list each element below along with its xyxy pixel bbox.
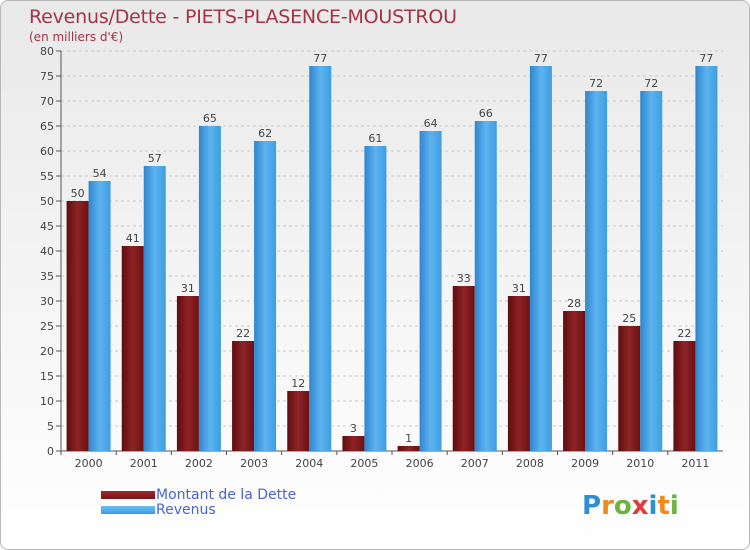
x-tick-label: 2006 — [406, 457, 434, 470]
revenue-value-label: 77 — [534, 52, 548, 65]
revenue-value-label: 65 — [203, 112, 217, 125]
debt-value-label: 12 — [291, 377, 305, 390]
revenue-value-label: 77 — [313, 52, 327, 65]
debt-bar — [176, 296, 199, 451]
y-tick-label: 40 — [40, 245, 54, 258]
y-tick-label: 45 — [40, 220, 54, 233]
revenue-bar — [254, 141, 277, 451]
debt-value-label: 22 — [677, 327, 691, 340]
y-tick-label: 50 — [40, 195, 54, 208]
revenue-bar — [364, 146, 387, 451]
y-tick-label: 65 — [40, 120, 54, 133]
legend-item-revenue: Revenus — [101, 501, 296, 518]
chart-title: Revenus/Dette - PIETS-PLASENCE-MOUSTROU — [29, 6, 457, 28]
x-tick-label: 2010 — [626, 457, 654, 470]
debt-value-label: 31 — [512, 282, 526, 295]
revenue-value-label: 54 — [93, 167, 107, 180]
debt-bar — [452, 286, 475, 451]
revenue-bar — [474, 121, 497, 451]
debt-bar — [232, 341, 255, 451]
x-tick-label: 2008 — [516, 457, 544, 470]
y-tick-label: 5 — [47, 420, 54, 433]
revenue-bar — [309, 66, 332, 451]
debt-value-label: 41 — [126, 232, 140, 245]
debt-bar — [287, 391, 310, 451]
revenue-bar — [143, 166, 166, 451]
debt-value-label: 50 — [71, 187, 85, 200]
y-tick-label: 15 — [40, 370, 54, 383]
legend-item-debt: Montant de la Dette — [101, 486, 297, 503]
revenue-value-label: 77 — [699, 52, 713, 65]
revenue-bar — [640, 91, 663, 451]
x-tick-label: 2009 — [571, 457, 599, 470]
debt-value-label: 3 — [350, 422, 357, 435]
revenue-bar — [419, 131, 442, 451]
debt-value-label: 31 — [181, 282, 195, 295]
debt-value-label: 28 — [567, 297, 581, 310]
debt-bar — [121, 246, 144, 451]
legend-swatch-revenue — [101, 505, 155, 514]
debt-bar — [507, 296, 530, 451]
debt-bar — [66, 201, 89, 451]
legend-label-debt: Montant de la Dette — [156, 486, 297, 503]
y-tick-label: 30 — [40, 295, 54, 308]
x-tick-label: 2002 — [185, 457, 213, 470]
revenue-bar — [88, 181, 111, 451]
revenue-value-label: 62 — [258, 127, 272, 140]
revenue-bar — [585, 91, 608, 451]
x-tick-label: 2001 — [130, 457, 158, 470]
x-tick-label: 2011 — [681, 457, 709, 470]
revenue-bar — [529, 66, 552, 451]
x-tick-label: 2003 — [240, 457, 268, 470]
legend-label-revenue: Revenus — [156, 501, 216, 518]
debt-value-label: 1 — [405, 432, 412, 445]
y-tick-label: 60 — [40, 145, 54, 158]
revenue-value-label: 66 — [479, 107, 493, 120]
x-tick-label: 2004 — [295, 457, 323, 470]
y-tick-label: 10 — [40, 395, 54, 408]
debt-bar — [342, 436, 365, 451]
y-tick-label: 75 — [40, 70, 54, 83]
revenue-bar — [695, 66, 718, 451]
legend: Montant de la Dette Revenus — [101, 486, 297, 518]
y-tick-label: 55 — [40, 170, 54, 183]
debt-bar — [397, 446, 420, 451]
revenue-value-label: 57 — [148, 152, 162, 165]
y-tick-label: 25 — [40, 320, 54, 333]
x-tick-label: 2007 — [461, 457, 489, 470]
debt-bar — [618, 326, 641, 451]
y-tick-label: 70 — [40, 95, 54, 108]
x-tick-label: 2005 — [350, 457, 378, 470]
revenue-value-label: 72 — [589, 77, 603, 90]
revenue-bar — [198, 126, 221, 451]
debt-bar — [563, 311, 586, 451]
y-tick-label: 80 — [40, 45, 54, 58]
debt-bar — [673, 341, 696, 451]
y-tick-label: 35 — [40, 270, 54, 283]
debt-value-label: 22 — [236, 327, 250, 340]
debt-value-label: 25 — [622, 312, 636, 325]
proxiti-logo: Proxiti — [582, 491, 679, 521]
debt-value-label: 33 — [457, 272, 471, 285]
revenue-value-label: 72 — [644, 77, 658, 90]
revenue-value-label: 61 — [368, 132, 382, 145]
y-tick-label: 20 — [40, 345, 54, 358]
chart-subtitle: (en milliers d'€) — [29, 30, 124, 44]
revenue-value-label: 64 — [424, 117, 438, 130]
y-tick-label: 0 — [47, 445, 54, 458]
legend-swatch-debt — [101, 490, 155, 499]
x-tick-label: 2000 — [75, 457, 103, 470]
